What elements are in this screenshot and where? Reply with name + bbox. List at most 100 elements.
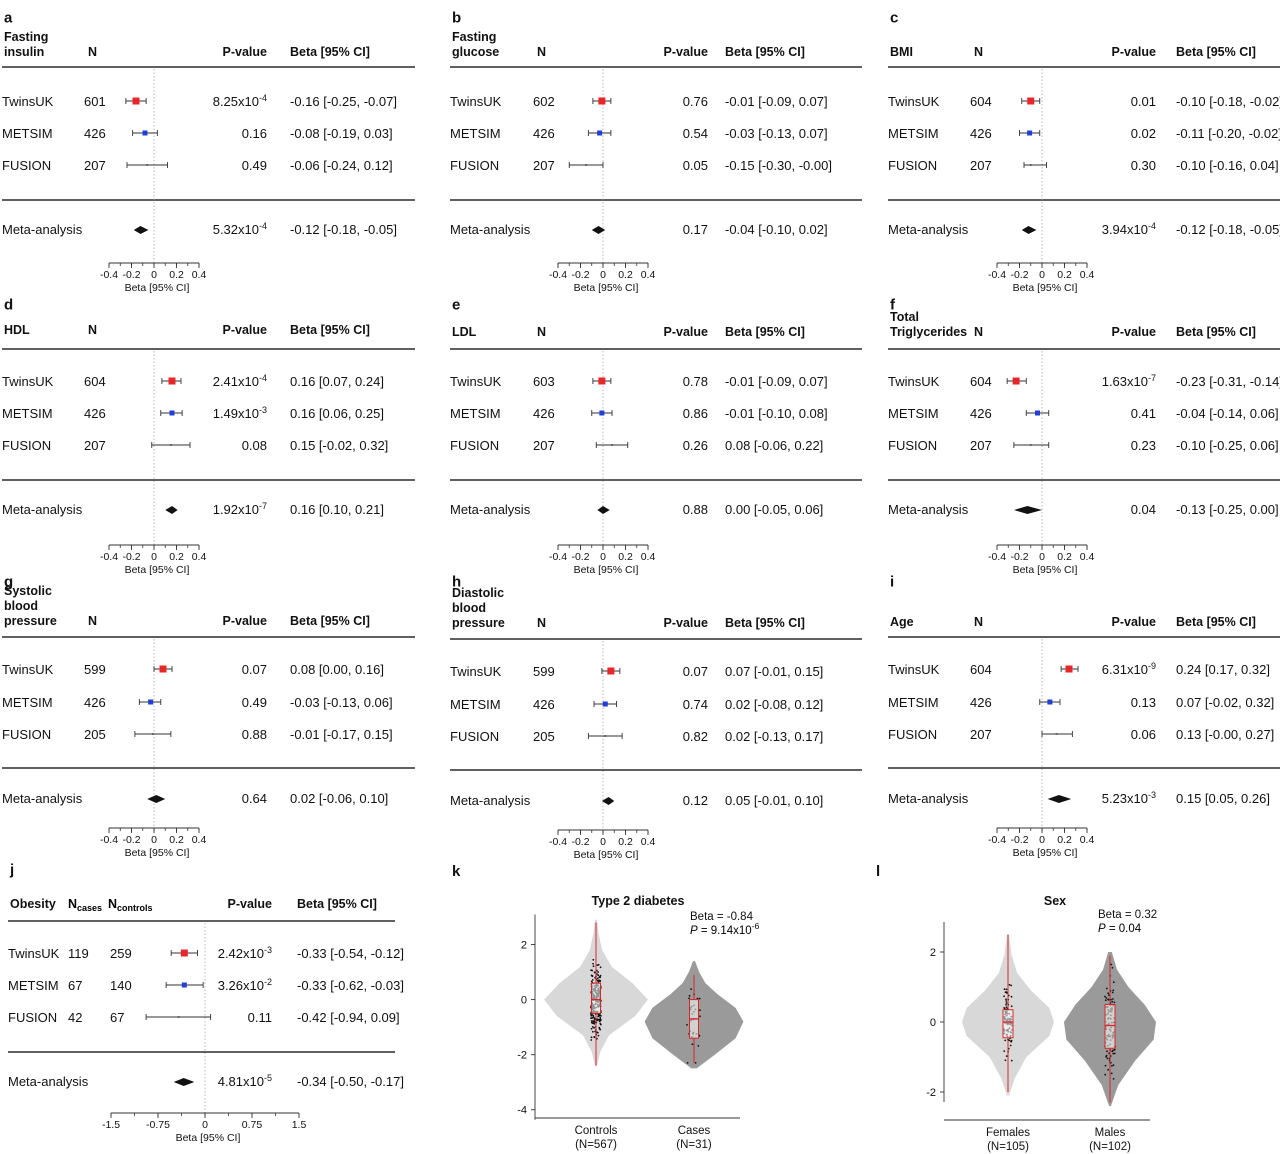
- data-point: [1112, 1064, 1115, 1066]
- x-tick-label: 0: [151, 834, 157, 846]
- beta-ci-text: 0.13 [-0.00, 0.27]: [1176, 727, 1274, 742]
- cohort-label: FUSION: [8, 1010, 57, 1025]
- x-tick-label: 0.4: [192, 834, 207, 846]
- meta-beta-ci-text: -0.04 [-0.10, 0.02]: [725, 222, 828, 237]
- p-value: 0.08: [242, 438, 267, 453]
- panel-letter: f: [890, 296, 896, 313]
- data-point: [590, 969, 592, 972]
- beta-header: Beta [95% CI]: [297, 897, 377, 911]
- data-point: [592, 958, 595, 961]
- trait-label: insulin: [4, 45, 44, 59]
- n-value: 426: [84, 695, 106, 710]
- meta-p-value: 0.64: [242, 791, 267, 806]
- data-point: [1111, 1050, 1114, 1053]
- p-value-base: 0.78: [683, 374, 708, 389]
- data-point: [593, 1036, 596, 1039]
- p-value-header: P-value: [1112, 615, 1157, 629]
- data-point: [698, 997, 701, 1000]
- cohort-label: FUSION: [450, 438, 499, 453]
- x-tick-label: -0.4: [988, 269, 1006, 281]
- beta-ci-text: 0.07 [-0.02, 0.32]: [1176, 695, 1274, 710]
- beta-ci-text: -0.03 [-0.13, 0.06]: [290, 695, 393, 710]
- n-value: 426: [970, 406, 992, 421]
- cohort-label: TwinsUK: [8, 946, 60, 961]
- p-value: 8.25x10-4: [213, 93, 267, 109]
- meta-label: Meta-analysis: [888, 502, 969, 517]
- data-point: [598, 1020, 601, 1023]
- x-tick-label: 0.2: [1057, 269, 1072, 281]
- n-value: 604: [970, 94, 992, 109]
- meta-diamond: [597, 506, 610, 514]
- trait-label: Systolic: [4, 584, 52, 598]
- x-tick-label: 0: [600, 551, 606, 563]
- data-point: [688, 997, 690, 1000]
- cohort-label: METSIM: [8, 978, 59, 993]
- meta-p-value: 0.17: [683, 222, 708, 237]
- meta-p-value-exp: -7: [259, 501, 267, 511]
- effect-marker-metsim: [148, 699, 154, 705]
- cohort-label: FUSION: [888, 158, 937, 173]
- data-point: [596, 977, 599, 980]
- data-point: [597, 974, 600, 977]
- x-tick-label: 0: [1039, 834, 1045, 846]
- p-annotation-label: P: [690, 925, 698, 937]
- meta-p-value-base: 1.92x10: [213, 502, 259, 517]
- data-point: [590, 1039, 593, 1041]
- n-value: 207: [970, 158, 992, 173]
- data-point: [599, 979, 601, 982]
- meta-p-value: 0.88: [683, 502, 708, 517]
- p-annotation: P = 9.14x10-6: [690, 921, 760, 937]
- p-value: 2.42x10-3: [218, 945, 272, 961]
- p-value-base: 0.01: [1131, 94, 1156, 109]
- effect-marker-fusion: [585, 164, 588, 166]
- p-value-base: 0.76: [683, 94, 708, 109]
- n-header: N: [88, 323, 97, 337]
- beta-ci-text: -0.08 [-0.19, 0.03]: [290, 126, 393, 141]
- meta-beta-ci-text: 0.02 [-0.06, 0.10]: [290, 791, 388, 806]
- beta-ci-text: -0.42 [-0.94, 0.09]: [297, 1010, 400, 1025]
- n-value: 604: [970, 374, 992, 389]
- cohort-label: FUSION: [888, 727, 937, 742]
- x-tick-label: 0: [151, 551, 157, 563]
- p-value-exp: -3: [264, 945, 272, 955]
- p-value-base: 0.02: [1131, 126, 1156, 141]
- p-value-base: 8.25x10: [213, 94, 259, 109]
- effect-marker-fusion: [169, 444, 172, 446]
- group-n-label: (N=105): [987, 1141, 1029, 1153]
- trait-label: HDL: [4, 323, 30, 337]
- cohort-label: METSIM: [450, 126, 501, 141]
- p-value-base: 0.49: [242, 695, 267, 710]
- data-point: [1005, 1055, 1008, 1057]
- cohort-label: TwinsUK: [888, 374, 940, 389]
- p-value: 0.74: [683, 697, 708, 712]
- data-point: [593, 1027, 595, 1029]
- cohort-label: TwinsUK: [450, 94, 502, 109]
- box: [1002, 1009, 1014, 1039]
- data-point: [592, 1020, 595, 1023]
- cohort-label: FUSION: [888, 438, 937, 453]
- x-tick-label: 0: [600, 269, 606, 281]
- meta-p-value-base: 0.17: [683, 222, 708, 237]
- meta-p-value-exp: -5: [264, 1073, 272, 1083]
- p-value-header: P-value: [1112, 45, 1157, 59]
- group-n-label: (N=567): [575, 1139, 617, 1151]
- x-tick-label: 0.2: [618, 551, 633, 563]
- meta-diamond: [147, 795, 166, 803]
- beta-header: Beta [95% CI]: [725, 45, 805, 59]
- effect-marker-twinsuk: [598, 97, 606, 105]
- p-value: 0.13: [1131, 695, 1156, 710]
- p-value: 0.49: [242, 695, 267, 710]
- n-controls-value: 140: [110, 978, 132, 993]
- data-point: [1112, 989, 1115, 992]
- p-value: 0.78: [683, 374, 708, 389]
- n-header: N: [88, 45, 97, 59]
- data-point: [1113, 1001, 1116, 1004]
- beta-annotation: Beta = -0.84: [690, 911, 754, 923]
- beta-annotation: Beta = 0.32: [1098, 909, 1157, 921]
- cohort-label: METSIM: [2, 695, 53, 710]
- data-point: [1005, 991, 1008, 993]
